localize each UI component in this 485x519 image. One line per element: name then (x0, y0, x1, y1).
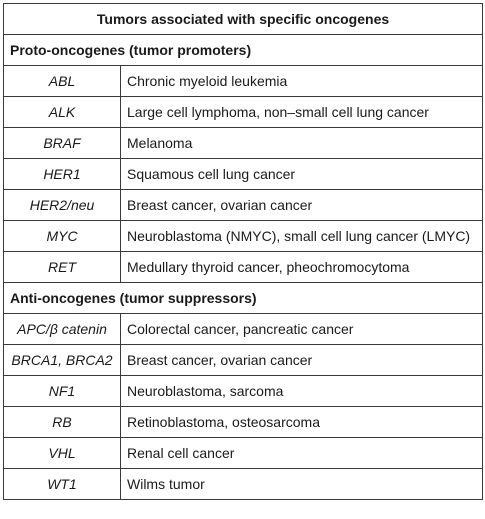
oncogenes-table: Tumors associated with specific oncogene… (2, 3, 484, 500)
table-title-row: Tumors associated with specific oncogene… (2, 3, 484, 35)
tumor-cell: Melanoma (119, 127, 484, 159)
tumor-cell: Retinoblastoma, osteosarcoma (119, 406, 484, 438)
gene-cell: BRAF (3, 127, 121, 159)
tumor-cell: Breast cancer, ovarian cancer (119, 189, 484, 221)
table-row: RET Medullary thyroid cancer, pheochromo… (3, 251, 484, 283)
gene-cell: BRCA1, BRCA2 (3, 344, 121, 376)
table-row: HER2/neu Breast cancer, ovarian cancer (3, 189, 484, 221)
table-row: WT1 Wilms tumor (3, 468, 484, 500)
tumor-cell: Colorectal cancer, pancreatic cancer (119, 313, 484, 345)
section-heading-proto-oncogenes: Proto-oncogenes (tumor promoters) (2, 34, 484, 66)
gene-cell: HER1 (3, 158, 121, 190)
gene-cell: RET (3, 251, 121, 283)
table-row: BRAF Melanoma (3, 127, 484, 159)
table-title: Tumors associated with specific oncogene… (2, 3, 484, 35)
tumor-cell: Squamous cell lung cancer (119, 158, 484, 190)
gene-cell: RB (3, 406, 121, 438)
section-heading-anti-oncogenes: Anti-oncogenes (tumor suppressors) (2, 282, 484, 314)
tumor-cell: Wilms tumor (119, 468, 484, 500)
gene-cell: APC/β catenin (3, 313, 121, 345)
table-row: NF1 Neuroblastoma, sarcoma (3, 375, 484, 407)
gene-cell: MYC (3, 220, 121, 252)
gene-cell: NF1 (3, 375, 121, 407)
table-row: HER1 Squamous cell lung cancer (3, 158, 484, 190)
table-row: APC/β catenin Colorectal cancer, pancrea… (3, 313, 484, 345)
table-row: MYC Neuroblastoma (NMYC), small cell lun… (3, 220, 484, 252)
section-header-row: Proto-oncogenes (tumor promoters) (2, 34, 484, 66)
table-row: ABL Chronic myeloid leukemia (3, 65, 484, 97)
gene-cell: WT1 (3, 468, 121, 500)
gene-cell: ABL (3, 65, 121, 97)
section-header-row: Anti-oncogenes (tumor suppressors) (2, 282, 484, 314)
gene-cell: ALK (3, 96, 121, 128)
table-row: BRCA1, BRCA2 Breast cancer, ovarian canc… (3, 344, 484, 376)
tumor-cell: Chronic myeloid leukemia (119, 65, 484, 97)
gene-cell: VHL (3, 437, 121, 469)
table-row: RB Retinoblastoma, osteosarcoma (3, 406, 484, 438)
tumor-cell: Breast cancer, ovarian cancer (119, 344, 484, 376)
table-row: VHL Renal cell cancer (3, 437, 484, 469)
gene-cell: HER2/neu (3, 189, 121, 221)
tumor-cell: Large cell lymphoma, non–small cell lung… (119, 96, 484, 128)
tumor-cell: Renal cell cancer (119, 437, 484, 469)
table-row: ALK Large cell lymphoma, non–small cell … (3, 96, 484, 128)
tumor-cell: Neuroblastoma (NMYC), small cell lung ca… (119, 220, 484, 252)
tumor-cell: Medullary thyroid cancer, pheochromocyto… (119, 251, 484, 283)
tumor-cell: Neuroblastoma, sarcoma (119, 375, 484, 407)
